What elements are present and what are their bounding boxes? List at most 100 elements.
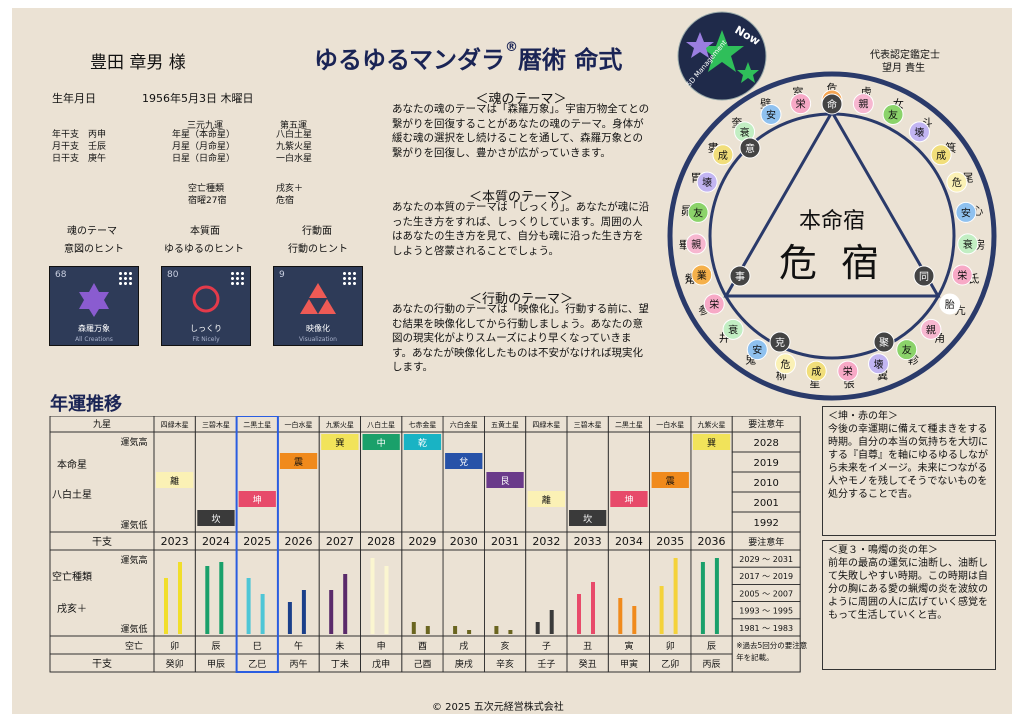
- trigram-label: 坤: [624, 494, 633, 506]
- mandala-inner-label: 親: [858, 98, 868, 111]
- kyusei-keys: 年星（本命星） 月星（月命星） 日星（日命星）: [172, 130, 236, 164]
- kubo-branch-label: 卯: [666, 641, 675, 652]
- attention-range: 1981 ～ 1983: [739, 624, 793, 633]
- birth-value: 1956年5月3日 木曜日: [142, 92, 254, 105]
- kanshi-block: 年干支 丙申 月干支 壬辰 日干支 庚午: [52, 130, 107, 164]
- mandala-inner-label: 安: [766, 108, 776, 121]
- trigram-box: [238, 491, 276, 507]
- mandala-outer-label: 危: [827, 82, 838, 95]
- mandala-inner-badge: [774, 353, 796, 375]
- side-note-kon: ＜坤・赤の年＞ 今後の幸運期に備えて種まきをする時期。自分の本当の気持ちを大切にす…: [822, 406, 996, 536]
- kubo-branch-label: 辰: [211, 641, 220, 652]
- kubo-bar: [164, 578, 168, 634]
- kyusei-star-label: 二黒土星: [243, 420, 271, 429]
- mandala-outer-label: 柳: [776, 368, 787, 382]
- mandala-special-label: 克: [775, 337, 785, 349]
- mandala-inner-badge: [837, 360, 859, 382]
- kubo-bar: [178, 562, 182, 634]
- triforce-triangle-icon: [300, 283, 336, 314]
- mandala-inner-badge: [939, 293, 961, 315]
- mandala-inner-badge: [722, 318, 744, 340]
- kyusei-star-label: 四緑木星: [532, 420, 560, 429]
- mandala-inner-label: 親: [926, 323, 936, 336]
- essence-theme-heading: ＜本質のテーマ＞: [468, 190, 573, 205]
- trigram-label: 兌: [459, 457, 468, 468]
- mandala-center-label: 本命宿: [799, 209, 865, 234]
- kyusei-star-label: 三碧木星: [202, 420, 230, 429]
- kubo-bar: [425, 626, 430, 634]
- shuku-value: 危宿: [276, 196, 295, 206]
- mandala-inner-label: 栄: [843, 366, 853, 378]
- eto-label: 甲寅: [620, 658, 638, 670]
- 5d-management-logo: Now 5D Management: [677, 11, 767, 101]
- mandala-inner-badge: [746, 339, 768, 361]
- kyusei-star-label: 九紫火星: [698, 420, 726, 429]
- mandala-outer-label: 昴: [681, 204, 692, 217]
- kubo-branch-label: 戌: [459, 640, 468, 652]
- mandala-outer-label: 房: [974, 239, 985, 252]
- kyusei-col2-head: 第五運: [280, 121, 308, 131]
- kyusei-star-label: 八白土星: [367, 420, 395, 429]
- attention-range: 2005 ～ 2007: [739, 589, 793, 598]
- mandala-outer-label: 心: [972, 204, 983, 217]
- mandala-special-label: 命: [827, 98, 837, 111]
- mandala-inner-badge: [685, 233, 707, 255]
- kubo-bar: [329, 590, 334, 634]
- mandala-special-label: 聚: [879, 337, 889, 349]
- mandala-outer-label: 張: [844, 377, 855, 390]
- year-label: 2028: [367, 535, 395, 548]
- side-note-summer: ＜夏３・鳴燭の炎の年＞ 前年の最高の運気に油断し、油断して失敗しやすい時期。この時…: [822, 540, 996, 670]
- mandala-inner-label: 胎: [945, 298, 955, 311]
- year-label: 2030: [450, 535, 478, 548]
- mandala-outer-label: 鬼: [745, 353, 756, 367]
- mandala-inner-label: 友: [888, 108, 898, 121]
- attention-year: 2001: [753, 498, 778, 509]
- eto-label: 丁未: [331, 658, 349, 670]
- mandala-special-badge: [739, 137, 761, 159]
- trigram-label: 坎: [583, 513, 592, 525]
- mandala-inner-badge: [805, 360, 827, 382]
- theme-col-essence: 本質面: [190, 226, 220, 237]
- kubo-row-label: 空亡: [125, 640, 143, 652]
- trigram-box: [445, 453, 483, 469]
- mandala-inner-label: 安: [961, 206, 971, 219]
- mandala-inner-label: 衰: [728, 323, 738, 336]
- mandala-inner-label: 親: [691, 238, 701, 251]
- trigram-box: [527, 491, 565, 507]
- kubo-branch-label: 卯: [170, 641, 179, 652]
- hint-action: 行動のヒント: [288, 244, 348, 255]
- kubo-bar: [591, 582, 595, 634]
- mandala-special-label: 意: [745, 142, 755, 155]
- kubo-bar: [632, 606, 637, 634]
- mandala-inner-badge: [920, 318, 942, 340]
- kubo-branch-label: 辰: [707, 641, 716, 652]
- kyusei-star-label: 九紫火星: [326, 420, 354, 429]
- year-label: 2035: [656, 535, 684, 548]
- year-label: 2031: [491, 535, 519, 548]
- mandala-outer-label: 觜: [685, 271, 696, 285]
- mandala-outer-label: 軫: [908, 353, 919, 367]
- trigram-box: [279, 453, 318, 469]
- kubo-bar: [205, 566, 210, 634]
- kubo-bar: [384, 566, 389, 634]
- attention-note-cell: [731, 635, 801, 673]
- eto-label: 乙卯: [661, 659, 679, 670]
- mandala-inner-badge: [908, 121, 930, 143]
- mandala-inner-label: 成: [811, 366, 821, 378]
- year-label: 2033: [574, 535, 602, 548]
- eto-label: 乙巳: [248, 659, 266, 670]
- mandala-inner-label: 栄: [957, 270, 967, 282]
- mandala-special-badge: [769, 331, 791, 353]
- action-theme-heading: ＜行動のテーマ＞: [468, 292, 573, 307]
- mandala-special-badge: [913, 265, 935, 287]
- mandala-inner-badge: [882, 103, 904, 125]
- tile-essence: 80 しっくり Fit Nicely: [161, 266, 251, 346]
- mandala-inner-badge: [957, 233, 979, 255]
- mandala-outer-label: 尾: [962, 171, 973, 184]
- year-label: 2027: [326, 535, 354, 548]
- kubo-bar: [549, 610, 554, 634]
- mandala-outer-label: 斗: [922, 117, 933, 130]
- kubo-bar: [535, 622, 540, 634]
- kubo-branch-label: 申: [377, 640, 386, 652]
- mandala-special-badge: [729, 265, 751, 287]
